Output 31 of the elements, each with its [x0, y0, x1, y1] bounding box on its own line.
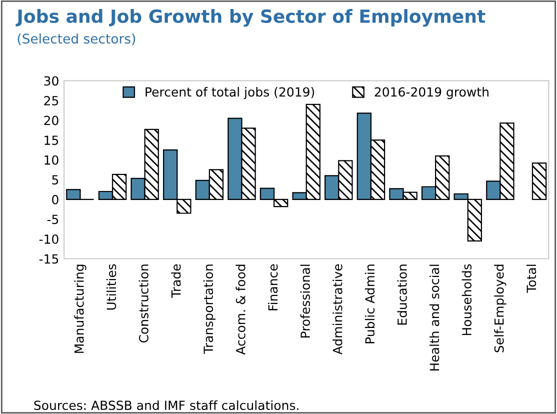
y-tick-label: 30	[44, 76, 58, 86]
source-note: Sources: ABSSB and IMF staff calculations.	[34, 400, 298, 410]
x-tick-label: Professional	[300, 264, 310, 338]
chart-subtitle: (Selected sectors)	[18, 33, 136, 46]
x-tick-label: Construction	[138, 264, 148, 342]
x-tick-label: Finance	[268, 264, 278, 310]
chart-title: Jobs and Job Growth by Sector of Employment	[16, 9, 486, 27]
x-tick-label: Manufacturing	[74, 264, 86, 353]
y-tick-label: 0	[52, 194, 58, 204]
y-tick-label: 25	[44, 96, 58, 106]
x-tick-label: Accom. & food	[236, 264, 246, 355]
x-tick-label: Households	[462, 264, 472, 336]
legend-label: Percent of total jobs (2019)	[146, 86, 314, 100]
bar	[532, 162, 547, 200]
y-tick-label: -10	[39, 234, 58, 244]
y-tick-label: 15	[44, 136, 58, 145]
x-tick-label: Trade	[171, 264, 181, 298]
legend-label: 2016-2019 growth	[374, 86, 488, 100]
y-tick-label: -5	[47, 214, 58, 224]
x-tick-label: Public Admin	[364, 264, 375, 344]
y-tick-label: -15	[39, 254, 58, 264]
y-tick-label: 5	[52, 175, 58, 185]
y-tick-label: 10	[44, 155, 58, 165]
y-tick-label: 20	[44, 116, 58, 126]
x-tick-label: Self-Employed	[494, 264, 506, 352]
x-tick-label: Transportation	[203, 264, 216, 354]
x-tick-label: Education	[397, 264, 407, 325]
x-tick-label: Utilities	[106, 264, 116, 310]
x-tick-label: Health and social	[430, 264, 440, 371]
x-tick-label: Total	[526, 264, 536, 293]
x-tick-label: Administrative	[332, 264, 342, 354]
